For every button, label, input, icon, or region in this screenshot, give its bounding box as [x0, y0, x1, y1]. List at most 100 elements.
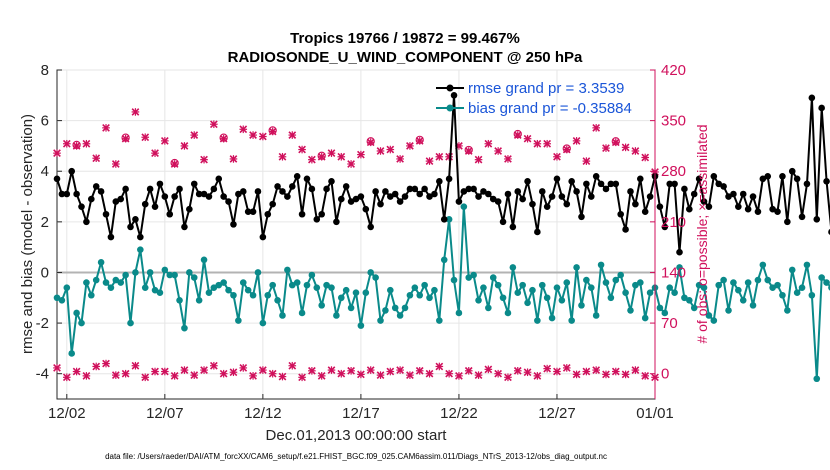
bias-point: [607, 294, 615, 302]
x-axis-label: Dec.01,2013 00:00:00 start: [266, 427, 448, 444]
bias-point: [92, 276, 100, 284]
rmse-point: [543, 203, 551, 210]
y-right-tick-label: 70: [661, 315, 678, 332]
bias-point: [695, 281, 703, 289]
obs-count-possible-marker: [170, 158, 179, 168]
bias-point: [774, 281, 781, 289]
legend-bias-label: bias grand pr = -0.35884: [468, 100, 632, 117]
obs-count-series: [53, 108, 659, 382]
rmse-point: [391, 190, 399, 198]
bias-point: [754, 276, 762, 284]
rmse-point: [215, 175, 223, 183]
rmse-point: [730, 190, 737, 198]
bias-point: [156, 289, 164, 297]
bias-point: [489, 274, 497, 281]
bias-point: [141, 284, 149, 291]
bias-point: [534, 317, 541, 324]
rmse-point: [666, 180, 674, 188]
y-left-tick-label: 4: [41, 163, 49, 180]
bias-point: [583, 276, 590, 284]
rmse-point: [583, 180, 590, 188]
bias-point: [117, 279, 125, 286]
rmse-point: [269, 200, 276, 208]
rmse-point: [284, 193, 291, 200]
rmse-point: [313, 216, 321, 223]
rmse-point: [137, 233, 144, 241]
bias-point: [622, 289, 629, 297]
rmse-point: [573, 188, 580, 195]
bias-point: [269, 281, 276, 289]
rmse-point: [509, 223, 517, 231]
bias-point: [759, 261, 767, 269]
rmse-point: [146, 185, 154, 193]
bias-point: [656, 304, 664, 312]
bias-point: [509, 264, 517, 271]
bias-point: [475, 297, 482, 304]
x-tick-label: 01/01: [636, 405, 674, 422]
rmse-point: [78, 203, 85, 210]
bias-point: [553, 284, 561, 291]
y-left-tick-label: -4: [36, 366, 49, 383]
rmse-point: [759, 175, 767, 183]
bias-point: [186, 269, 193, 276]
rmse-point: [264, 210, 272, 218]
rmse-point: [107, 233, 115, 241]
rmse-point: [553, 175, 561, 183]
x-tick-label: 12/27: [538, 405, 576, 422]
y-right-tick-label: 420: [661, 62, 686, 79]
bias-point: [779, 291, 786, 299]
bias-point: [636, 279, 644, 286]
rmse-point: [122, 185, 129, 193]
rmse-point: [602, 185, 610, 193]
bias-point: [274, 297, 281, 304]
rmse-point: [323, 185, 330, 193]
x-tick-label: 12/02: [48, 405, 86, 422]
rmse-point: [681, 185, 688, 193]
bias-point: [543, 294, 551, 302]
rmse-point: [720, 183, 727, 190]
bias-point: [602, 279, 610, 286]
rmse-point: [244, 208, 252, 216]
rmse-point: [279, 188, 286, 195]
bias-point: [764, 276, 772, 284]
bias-point: [328, 284, 335, 291]
bias-point: [480, 284, 487, 291]
rmse-point: [88, 195, 95, 203]
rmse-point: [470, 185, 477, 193]
bias-series: [53, 203, 830, 383]
y-left-tick-label: 0: [41, 264, 49, 281]
obs-count-possible-marker: [72, 140, 81, 150]
rmse-point: [617, 210, 624, 218]
bias-point: [137, 246, 144, 253]
rmse-point: [171, 193, 178, 200]
rmse-point: [97, 188, 105, 195]
x-tick-label: 12/07: [146, 405, 184, 422]
y-left-tick-label: 6: [41, 113, 49, 130]
rmse-point: [58, 190, 66, 198]
bias-point: [440, 256, 448, 264]
rmse-point: [744, 205, 752, 213]
rmse-point: [739, 190, 747, 198]
legend-bias-marker: [446, 104, 454, 112]
rmse-point: [440, 216, 448, 223]
bias-point: [323, 281, 330, 289]
legend-rmse-label: rmse grand pr = 3.3539: [468, 80, 624, 97]
bias-point: [499, 294, 507, 302]
bias-point: [592, 312, 600, 319]
rmse-point: [181, 223, 188, 231]
rmse-point: [627, 188, 634, 195]
rmse-point: [671, 180, 678, 188]
rmse-point: [156, 180, 164, 188]
plot-area: [56, 69, 656, 400]
rmse-point: [784, 218, 791, 226]
bias-point: [210, 284, 218, 291]
bias-point: [176, 297, 183, 304]
bias-point: [538, 281, 546, 289]
y-axis-left-label: rmse and bias (model - observation): [19, 114, 36, 354]
obs-count-possible-marker: [415, 135, 424, 145]
bias-point: [548, 314, 556, 322]
bias-point: [63, 284, 71, 291]
rmse-point: [431, 190, 438, 198]
chart-title-line1: Tropics 19766 / 19872 = 99.467%: [290, 30, 520, 47]
